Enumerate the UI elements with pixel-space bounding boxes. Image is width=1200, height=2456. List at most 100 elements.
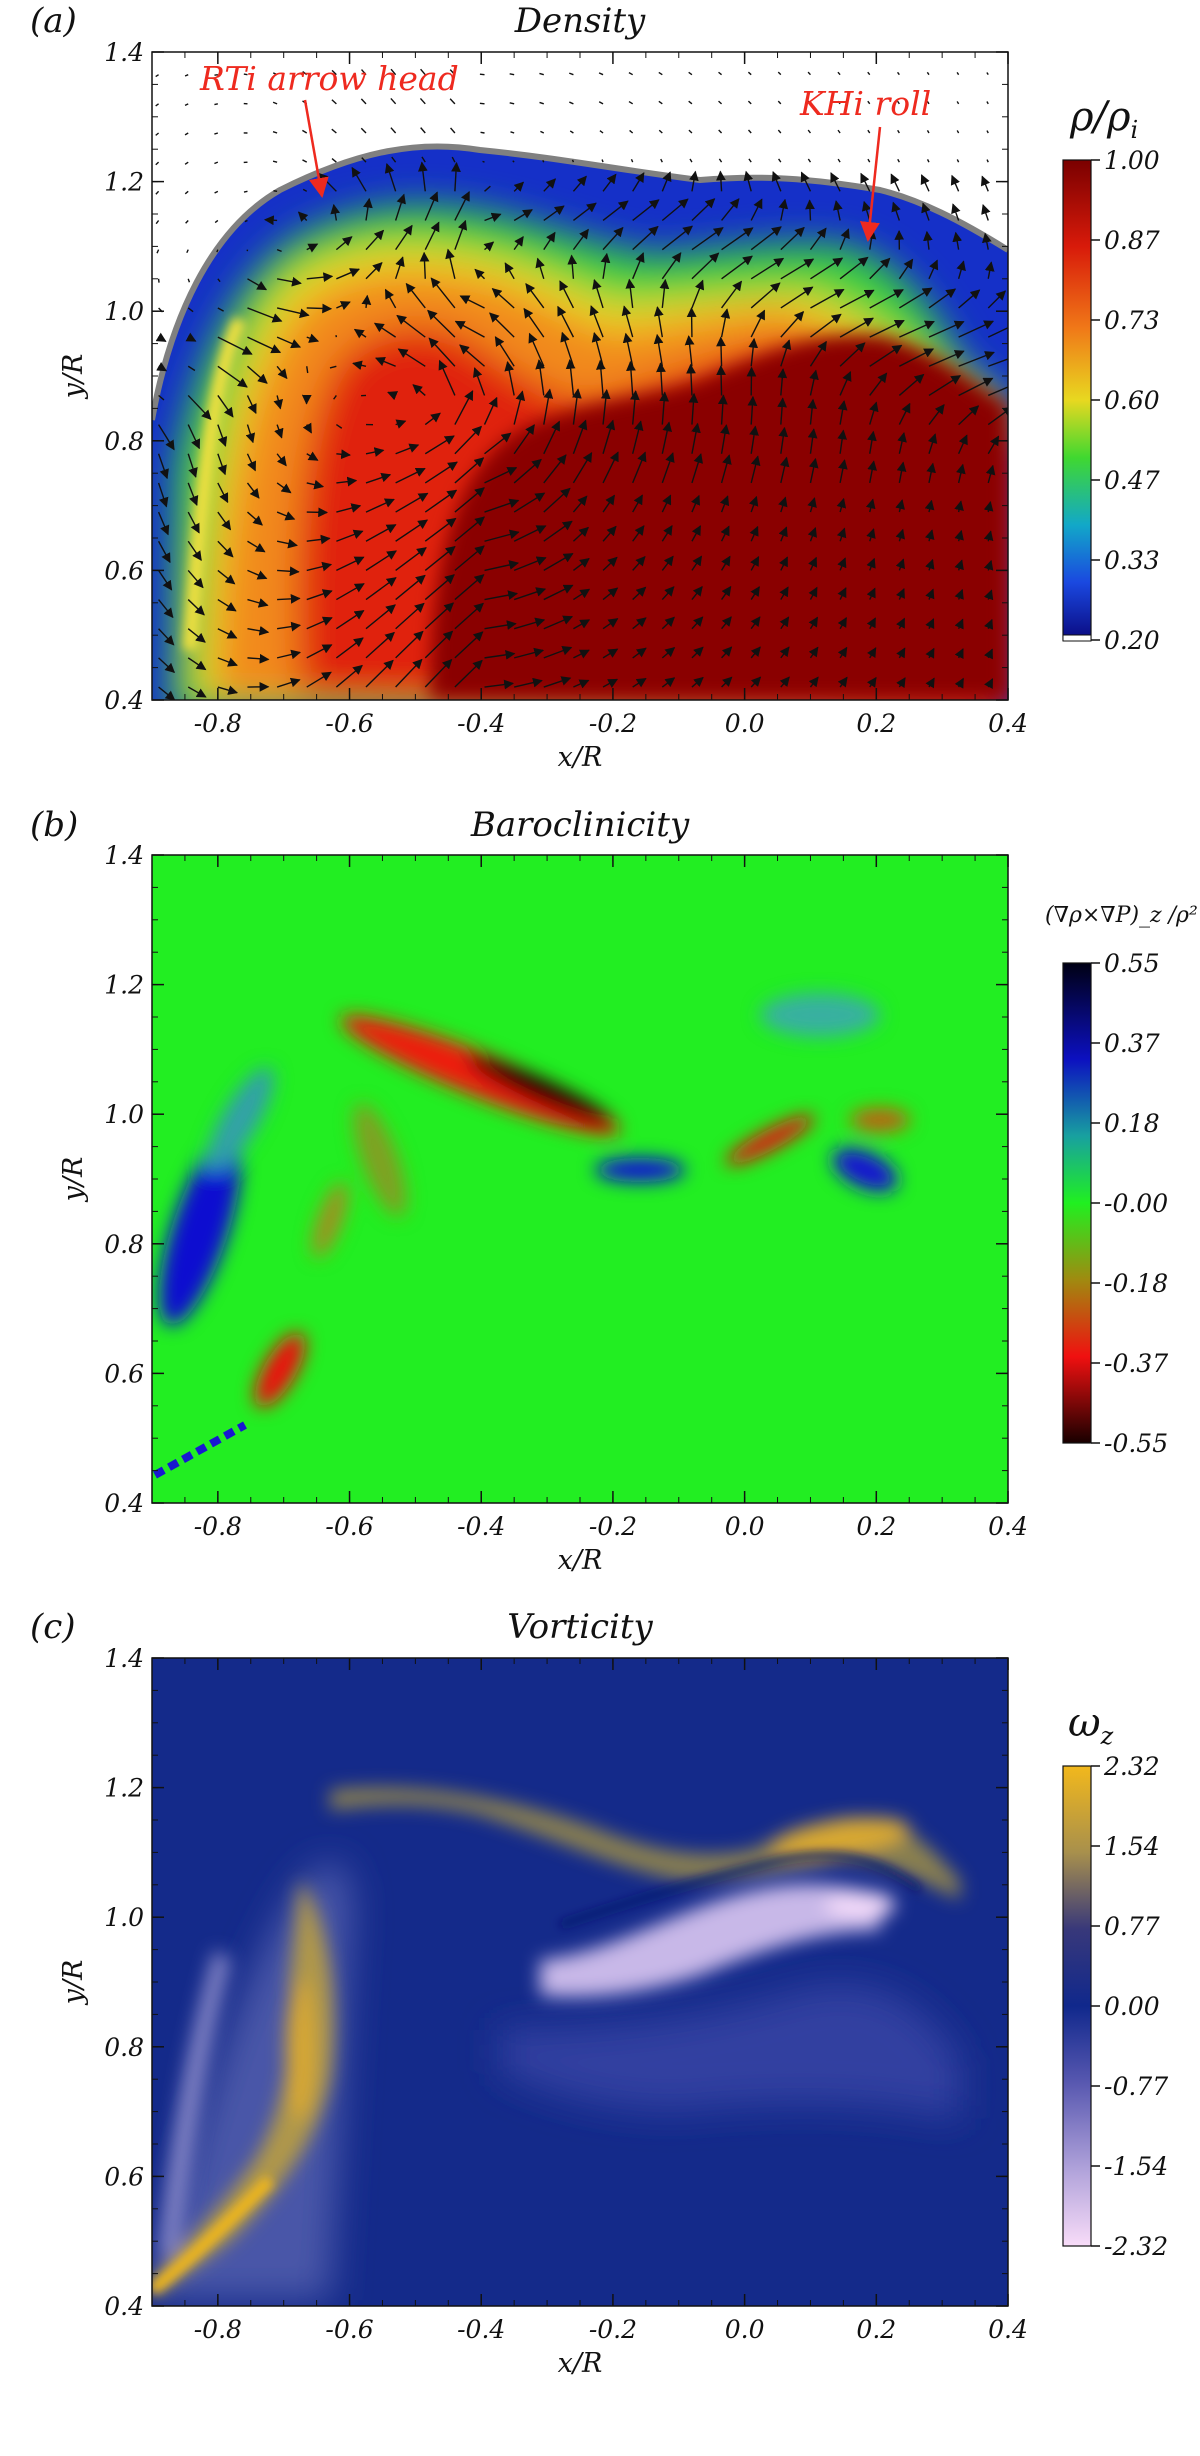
velocity-vector [807,129,812,134]
velocity-vector [390,97,397,105]
x-tick-label: -0.4 [457,709,505,738]
velocity-vector [951,203,961,221]
velocity-vector [451,161,461,192]
velocity-vector [395,547,427,571]
velocity-vector [956,260,966,279]
velocity-vector [956,130,960,134]
velocity-vector [897,432,907,454]
velocity-vector [839,228,850,250]
velocity-vector [421,156,426,163]
velocity-vector [720,525,730,542]
velocity-vector [484,590,519,601]
velocity-vector [306,534,331,545]
velocity-vector [569,130,574,134]
velocity-vector [807,428,818,454]
velocity-vector [899,348,935,367]
velocity-vector [361,294,372,309]
velocity-vector [779,556,788,571]
x-tick-label: 0.2 [856,709,896,738]
velocity-vector [273,190,278,193]
velocity-vector [484,185,491,192]
velocity-vector [445,248,456,279]
velocity-vector [331,128,337,134]
velocity-vector [276,453,287,467]
velocity-vector [592,278,604,309]
y-tick-label: 0.8 [104,1230,144,1259]
velocity-vector [246,482,260,499]
velocity-vector [216,249,219,253]
velocity-vector [509,73,515,76]
y-tick-label: 1.4 [104,1644,144,1673]
velocity-vector [661,452,675,484]
velocity-vector [925,618,935,630]
velocity-vector [988,358,1008,367]
velocity-vector [598,72,604,76]
velocity-vector [276,538,298,549]
velocity-vector [424,461,458,484]
velocity-vector [807,398,817,425]
velocity-vector [956,101,960,105]
colorbar-tick-label: -1.54 [1104,2152,1168,2181]
velocity-vector [245,424,256,444]
velocity-vector [981,232,992,250]
velocity-vector [861,200,872,221]
velocity-vector [306,451,319,461]
velocity-vector [691,494,701,513]
velocity-vector [896,647,906,659]
velocity-vector [472,367,486,396]
velocity-vector [602,525,617,542]
velocity-vector [779,646,790,659]
velocity-vector [482,160,485,163]
velocity-vector [721,227,754,251]
velocity-vector [748,158,752,163]
velocity-vector [331,99,337,105]
velocity-vector [807,526,817,542]
velocity-vector [720,555,731,571]
colorbar-tick-label: -0.18 [1104,1269,1168,1298]
velocity-vector [187,424,201,450]
velocity-vector [336,301,351,311]
y-tick-label: 0.4 [104,686,144,715]
velocity-vector [187,628,206,643]
velocity-vector [987,435,1000,455]
velocity-vector [898,258,914,280]
velocity-vector [513,181,525,192]
velocity-vector [247,336,282,354]
velocity-vector [805,199,815,221]
velocity-vector [569,101,574,105]
velocity-vector [602,648,619,659]
velocity-vector [810,288,845,309]
velocity-vector [660,158,663,163]
velocity-vector [543,676,572,688]
velocity-vector [513,390,526,425]
velocity-vector [602,200,629,222]
velocity-vector [839,289,875,309]
velocity-vector [454,631,484,659]
velocity-vector [987,406,1008,426]
velocity-vector [778,526,788,542]
velocity-vector [184,132,189,136]
velocity-vector [510,131,515,134]
velocity-vector [302,188,308,192]
velocity-vector [394,193,406,221]
velocity-vector [454,516,485,542]
velocity-vector [925,558,935,571]
colorbar-tick-label: 0.60 [1104,386,1160,415]
velocity-vector [158,686,176,700]
velocity-vector [830,172,841,192]
velocity-vector [272,131,278,134]
velocity-vector [691,453,703,484]
velocity-vector [632,451,647,484]
velocity-vector [602,226,624,251]
velocity-vector [277,593,301,604]
velocity-vector [573,649,590,659]
velocity-vector [839,256,869,280]
velocity-vector [747,100,752,105]
velocity-vector [591,331,604,367]
velocity-vector [494,336,515,367]
velocity-vector [361,157,367,163]
velocity-vector [543,420,560,455]
y-axis-label: y/R [58,1157,89,1203]
panel-label-b: (b) [30,805,78,845]
velocity-vector [986,159,989,163]
